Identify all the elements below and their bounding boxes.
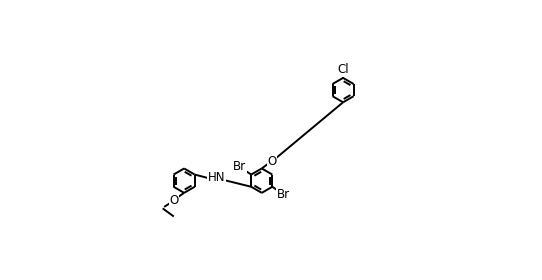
Text: Br: Br	[277, 188, 290, 201]
Text: O: O	[268, 155, 277, 167]
Text: O: O	[169, 194, 178, 207]
Text: Cl: Cl	[337, 63, 349, 76]
Text: HN: HN	[208, 171, 225, 184]
Text: Br: Br	[233, 160, 246, 173]
